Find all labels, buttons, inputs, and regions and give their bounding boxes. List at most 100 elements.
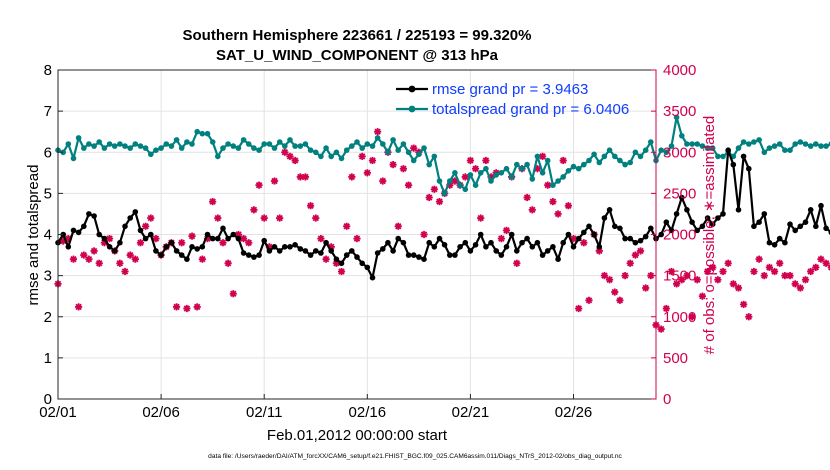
totalspread-point — [297, 143, 304, 149]
obs-assimilated-point — [667, 267, 676, 276]
rmse-point — [524, 235, 530, 242]
totalspread-point — [462, 186, 469, 193]
totalspread-point — [483, 165, 489, 172]
obs-assimilated-point — [636, 247, 645, 255]
obs-assimilated-point — [312, 214, 320, 222]
totalspread-point — [586, 157, 592, 164]
rmse-point — [220, 225, 226, 232]
rmse-point — [142, 235, 149, 242]
obs-assimilated-point — [807, 267, 815, 276]
totalspread-point — [359, 145, 366, 151]
rmse-point — [447, 252, 453, 258]
rmse-point — [173, 248, 180, 254]
totalspread-point — [364, 141, 371, 147]
obs-asterisk-stroke — [400, 165, 407, 172]
obs-assimilated-point — [245, 239, 253, 247]
y-right-tick-label: 4000 — [663, 62, 696, 79]
obs-asterisk-stroke — [719, 268, 727, 275]
obs-assimilated-point — [317, 235, 325, 243]
rmse-point — [421, 256, 427, 263]
obs-assimilated-point — [657, 325, 665, 333]
totalspread-point — [194, 128, 200, 135]
obs-asterisk-stroke — [183, 305, 191, 312]
obs-assimilated-point — [616, 296, 624, 304]
obs-asterisk-stroke — [338, 268, 345, 275]
rmse-point — [385, 239, 391, 246]
obs-assimilated-point — [698, 292, 706, 300]
totalspread-point — [240, 137, 247, 143]
obs-asterisk-stroke — [178, 239, 185, 246]
totalspread-point — [457, 182, 463, 188]
rmse-point — [240, 250, 247, 256]
obs-asterisk-stroke — [817, 255, 825, 263]
rmse-point — [477, 231, 484, 238]
obs-asterisk-stroke — [575, 305, 582, 312]
obs-assimilated-point — [564, 202, 572, 210]
totalspread-point — [282, 143, 288, 149]
obs-assimilated-point — [621, 272, 629, 280]
totalspread-point — [787, 147, 793, 153]
totalspread-point — [75, 135, 82, 141]
obs-asterisk-stroke — [358, 153, 366, 160]
rmse-point — [498, 252, 505, 258]
obs-assimilated-point — [255, 181, 263, 189]
obs-asterisk-stroke — [694, 276, 701, 283]
obs-assimilated-point — [229, 290, 237, 298]
obs-asterisk-stroke — [580, 239, 588, 246]
rmse-point — [766, 239, 773, 246]
rmse-point — [462, 239, 469, 246]
totalspread-point — [550, 182, 556, 188]
obs-assimilated-point — [410, 144, 418, 152]
rmse-point — [405, 252, 412, 258]
rmse-point — [534, 239, 541, 246]
rmse-point — [168, 239, 175, 246]
rmse-point — [776, 235, 783, 242]
x-tick-label: 02/11 — [246, 404, 282, 421]
obs-assimilated-point — [322, 255, 330, 263]
rmse-point — [560, 239, 566, 246]
obs-assimilated-point — [435, 198, 444, 206]
totalspread-point — [343, 147, 350, 153]
obs-assimilated-point — [719, 267, 727, 276]
obs-asterisk-stroke — [621, 272, 629, 279]
rmse-point — [215, 235, 221, 242]
totalspread-point — [658, 147, 664, 153]
rmse-point — [364, 264, 371, 271]
obs-asterisk-stroke — [343, 223, 350, 230]
x-tick-label: 02/06 — [142, 404, 180, 421]
obs-asterisk-stroke — [472, 165, 479, 172]
rmse-point — [550, 244, 556, 250]
obs-assimilated-point — [193, 303, 201, 311]
obs-assimilated-point — [745, 313, 753, 321]
obs-assimilated-point — [209, 198, 217, 206]
obs-assimilated-point — [765, 263, 774, 271]
rmse-point — [581, 229, 587, 236]
obs-asterisk-stroke — [750, 268, 758, 275]
obs-asterisk-stroke — [791, 280, 799, 288]
totalspread-point — [251, 145, 257, 151]
totalspread-point — [405, 149, 412, 156]
obs-asterisk-stroke — [740, 301, 747, 308]
obs-asterisk-stroke — [626, 260, 634, 267]
totalspread-point — [756, 137, 762, 143]
totalspread-point — [81, 145, 87, 151]
rmse-point — [493, 248, 500, 254]
obs-assimilated-point — [631, 251, 639, 259]
obs-assimilated-point — [430, 185, 438, 193]
obs-assimilated-point — [801, 276, 810, 284]
obs-assimilated-point — [183, 304, 191, 313]
totalspread-point — [204, 130, 211, 137]
y-right-tick-label: 1500 — [663, 268, 696, 285]
rmse-point — [740, 153, 747, 160]
totalspread-point — [142, 145, 149, 151]
obs-asterisk-stroke — [230, 290, 237, 297]
totalspread-point — [560, 174, 566, 180]
obs-assimilated-point — [69, 255, 78, 263]
rmse-point — [596, 244, 603, 250]
x-tick-label: 02/26 — [555, 404, 593, 421]
obs-asterisk-stroke — [379, 177, 387, 185]
obs-assimilated-point — [471, 165, 480, 173]
obs-assimilated-point — [374, 128, 382, 136]
obs-asterisk-stroke — [219, 239, 227, 246]
rmse-point — [642, 233, 649, 240]
